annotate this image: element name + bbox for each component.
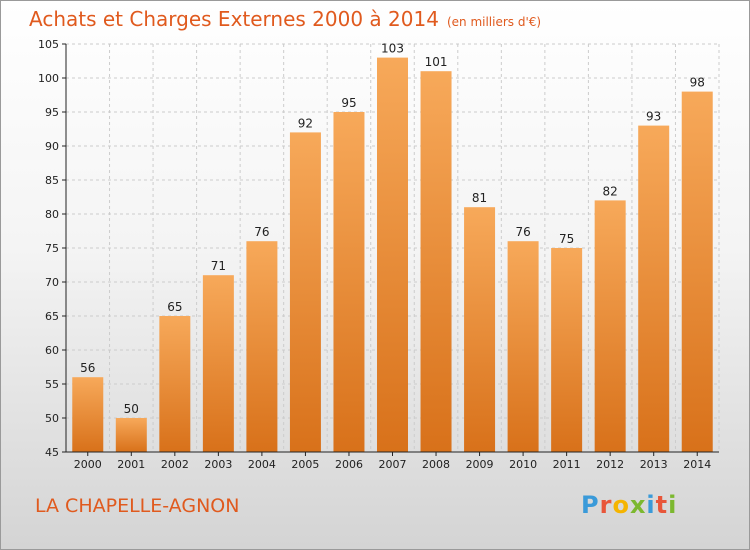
chart-subtitle: (en milliers d'€) [446,15,542,29]
logo-letter: o [612,491,630,519]
logo-letter: i [646,491,656,519]
y-tick-label: 105 [38,38,59,51]
bar [594,200,626,452]
x-tick-label: 2011 [553,458,581,471]
x-tick-label: 2002 [161,458,189,471]
bar [159,316,191,452]
x-tick-label: 2000 [74,458,102,471]
labels: 45 50 55 60 65 70 75 80 85 90 95 100 105 56 2000 50 2001… [38,38,711,471]
bar [246,241,278,452]
x-tick-label: 2007 [379,458,407,471]
x-tick-label: 2014 [683,458,711,471]
y-tick-label: 70 [45,276,59,289]
data-label: 98 [690,76,705,90]
x-tick-label: 2013 [640,458,668,471]
data-label: 50 [124,402,139,416]
bar [507,241,539,452]
x-tick-label: 2005 [291,458,319,471]
data-label: 76 [254,225,269,239]
y-tick-label: 60 [45,344,59,357]
data-label: 65 [167,300,182,314]
y-tick-label: 85 [45,174,59,187]
data-label: 56 [80,361,95,375]
x-tick-label: 2008 [422,458,450,471]
data-label: 101 [425,55,448,69]
data-label: 81 [472,191,487,205]
data-label: 93 [646,110,661,124]
y-tick-label: 55 [45,378,59,391]
bars [72,57,713,452]
x-tick-label: 2009 [466,458,494,471]
bar [420,71,452,452]
chart-title-text: Achats et Charges Externes 2000 à 2014 [29,7,439,31]
proxiti-logo: Proxiti [581,491,677,519]
data-label: 92 [298,116,313,130]
bar [638,125,670,452]
x-tick-label: 2001 [117,458,145,471]
y-tick-label: 75 [45,242,59,255]
y-tick-label: 95 [45,106,59,119]
bar [681,91,713,452]
data-label: 103 [381,42,404,56]
y-tick-label: 100 [38,72,59,85]
bar [464,207,496,452]
y-tick-label: 80 [45,208,59,221]
axes [62,43,719,456]
y-tick-label: 90 [45,140,59,153]
logo-letter: x [629,491,647,519]
logo-letter: i [668,491,678,519]
y-tick-label: 50 [45,412,59,425]
data-label: 76 [515,225,530,239]
logo-letter: P [581,491,600,519]
data-label: 71 [211,259,226,273]
bar [115,418,147,452]
chart-title: Achats et Charges Externes 2000 à 2014 (e… [29,7,541,31]
data-label: 75 [559,232,574,246]
x-tick-label: 2012 [596,458,624,471]
bar [202,275,234,452]
bar [289,132,321,452]
bar [333,112,365,452]
x-tick-label: 2003 [204,458,232,471]
data-label: 95 [341,96,356,110]
bar [377,57,408,452]
x-tick-label: 2010 [509,458,537,471]
data-label: 82 [603,184,618,198]
logo-letter: t [655,491,669,519]
y-tick-label: 65 [45,310,59,323]
logo-letter: r [599,491,613,519]
x-tick-label: 2006 [335,458,363,471]
bar [551,248,583,452]
bar [72,377,104,452]
commune-name: LA CHAPELLE-AGNON [35,495,240,517]
y-tick-label: 45 [45,446,59,459]
x-tick-label: 2004 [248,458,276,471]
